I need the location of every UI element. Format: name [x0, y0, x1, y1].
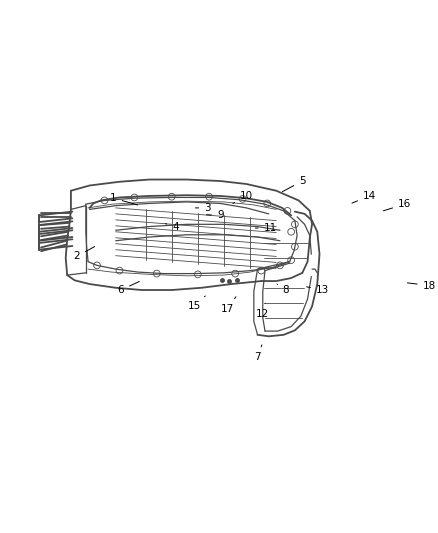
Text: 16: 16 [383, 199, 411, 211]
Text: 12: 12 [256, 303, 269, 319]
Text: 11: 11 [255, 223, 277, 233]
Text: 7: 7 [254, 345, 262, 362]
Text: 18: 18 [407, 280, 436, 290]
Text: 8: 8 [277, 284, 289, 295]
Text: 3: 3 [195, 203, 211, 213]
Text: 14: 14 [352, 191, 376, 203]
Text: 15: 15 [187, 296, 205, 311]
Text: 1: 1 [110, 193, 138, 205]
Text: 4: 4 [166, 222, 179, 231]
Text: 5: 5 [283, 176, 306, 192]
Text: 13: 13 [307, 285, 329, 295]
Text: 10: 10 [233, 191, 253, 204]
Text: 17: 17 [221, 297, 236, 314]
Text: 9: 9 [207, 211, 223, 220]
Text: 2: 2 [74, 247, 95, 261]
Text: 6: 6 [118, 281, 139, 295]
